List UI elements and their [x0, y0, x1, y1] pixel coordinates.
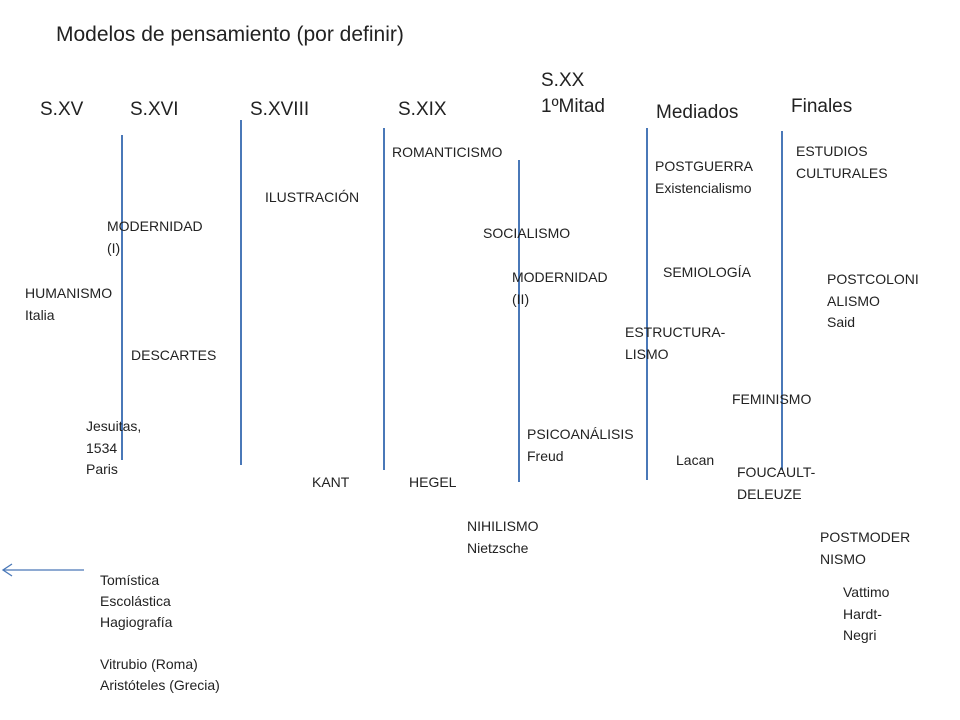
period-s15: S.XV — [40, 99, 84, 120]
period-s20-late: Finales — [791, 96, 853, 117]
item-kant: KANT — [312, 474, 350, 490]
timeline-divider-s19-s20 — [518, 160, 520, 482]
item-feminismo: FEMINISMO — [732, 391, 812, 407]
item-estructuralismo: ESTRUCTURA- LISMO — [625, 324, 726, 362]
item-jesuitas: Jesuitas, 1534 Paris — [86, 418, 142, 478]
item-vattimo: Vattimo Hardt- Negri — [843, 584, 890, 644]
timeline-divider-first-half-mid — [646, 128, 648, 480]
item-socialismo: SOCIALISMO — [483, 225, 571, 241]
item-psicoanalisis: PSICOANÁLISIS Freud — [527, 426, 634, 464]
timeline-divider-mid-late — [781, 131, 783, 470]
period-s16: S.XVI — [130, 99, 179, 120]
item-modernidad-2: MODERNIDAD (II) — [512, 269, 608, 307]
item-romanticismo: ROMANTICISMO — [392, 144, 503, 160]
period-s20-first-half: S.XX 1ºMitad — [541, 70, 605, 117]
timeline-divider-s16-s18 — [240, 120, 242, 465]
left-arrow-icon — [1, 563, 84, 577]
diagram-title: Modelos de pensamiento (por definir) — [56, 23, 404, 46]
item-postcolonialismo: POSTCOLONI ALISMO Said — [827, 271, 919, 331]
item-descartes: DESCARTES — [131, 347, 217, 363]
item-estudios-culturales: ESTUDIOS CULTURALES — [796, 143, 888, 181]
timeline-divider-s15-s16 — [121, 135, 123, 460]
item-lacan: Lacan — [676, 452, 715, 468]
item-postmodernismo: POSTMODER NISMO — [820, 529, 911, 567]
item-modernidad-1: MODERNIDAD (I) — [107, 218, 203, 256]
period-s18: S.XVIII — [250, 99, 310, 120]
timeline-divider-s18-s19 — [383, 128, 385, 470]
item-nihilismo: NIHILISMO Nietzsche — [467, 518, 539, 556]
item-ilustracion: ILUSTRACIÓN — [265, 189, 360, 205]
period-s20-mid: Mediados — [656, 102, 739, 123]
item-postguerra: POSTGUERRA Existencialismo — [655, 158, 754, 196]
period-s19: S.XIX — [398, 99, 447, 120]
item-semiologia: SEMIOLOGÍA — [663, 264, 751, 280]
item-humanismo: HUMANISMO Italia — [25, 285, 113, 323]
item-antecedentes: Tomística Escolástica Hagiografía Vitrub… — [100, 572, 220, 693]
item-foucault-deleuze: FOUCAULT- DELEUZE — [737, 464, 816, 502]
item-hegel: HEGEL — [409, 474, 457, 490]
